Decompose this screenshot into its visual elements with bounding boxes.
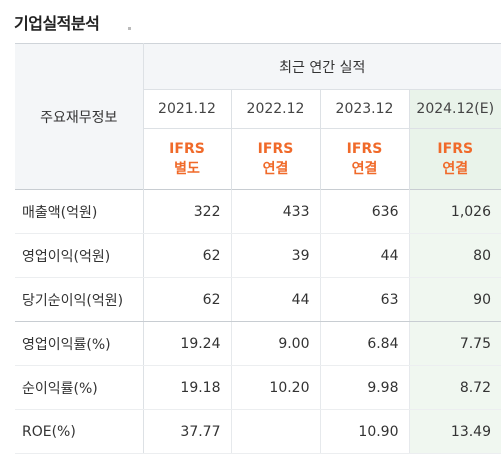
cell-value: 9.98 xyxy=(320,365,410,410)
cell-value: 80 xyxy=(409,233,501,278)
cell-value: 19.18 xyxy=(143,365,232,410)
cell-value: 90 xyxy=(409,277,501,322)
row-label: 당기순이익(억원) xyxy=(15,277,144,322)
cell-value: 433 xyxy=(231,189,321,234)
row-label: 순이익률(%) xyxy=(15,365,144,410)
header-label: 주요재무정보 xyxy=(15,43,144,190)
header-group: 최근 연간 실적 xyxy=(143,43,501,90)
table-row: 영업이익률(%) 19.24 9.00 6.84 7.75 xyxy=(15,321,501,366)
cell-value: 1,026 xyxy=(409,189,501,234)
year-header-estimate: 2024.12(E) xyxy=(409,89,501,129)
page-title: 기업실적분석 xyxy=(14,14,100,33)
cell-value: 63 xyxy=(320,277,410,322)
cell-value: 7.75 xyxy=(409,321,501,366)
table-row: 영업이익(억원) 62 39 44 80 xyxy=(15,233,501,278)
row-label: ROE(%) xyxy=(15,409,144,454)
cell-value: 39 xyxy=(231,233,321,278)
year-header: 2021.12 xyxy=(143,89,232,129)
cell-value: 44 xyxy=(320,233,410,278)
cell-value: 19.24 xyxy=(143,321,232,366)
cell-value: 62 xyxy=(143,233,232,278)
table-row: ROE(%) 37.77 10.90 13.49 xyxy=(15,409,501,454)
table-row: 순이익률(%) 19.18 10.20 9.98 8.72 xyxy=(15,365,501,410)
standard-header: IFRS 연결 xyxy=(320,128,410,190)
cell-value: 13.49 xyxy=(409,409,501,454)
cell-value: 44 xyxy=(231,277,321,322)
row-label: 영업이익률(%) xyxy=(15,321,144,366)
cell-value: 322 xyxy=(143,189,232,234)
standard-header: IFRS 별도 xyxy=(143,128,232,190)
cell-value: 9.00 xyxy=(231,321,321,366)
cell-value xyxy=(231,409,321,454)
standard-header: IFRS 연결 xyxy=(409,128,501,190)
cell-value: 6.84 xyxy=(320,321,410,366)
table-row: 당기순이익(억원) 62 44 63 90 xyxy=(15,277,501,322)
cell-value: 10.20 xyxy=(231,365,321,410)
financial-table: 주요재무정보 최근 연간 실적 2021.12 2022.12 2023.12 … xyxy=(15,43,501,454)
cell-value: 636 xyxy=(320,189,410,234)
cell-value: 37.77 xyxy=(143,409,232,454)
cell-value: 10.90 xyxy=(320,409,410,454)
row-label: 매출액(억원) xyxy=(15,189,144,234)
year-header: 2023.12 xyxy=(320,89,410,129)
cell-value: 8.72 xyxy=(409,365,501,410)
table-row: 매출액(억원) 322 433 636 1,026 xyxy=(15,189,501,234)
title-decoration xyxy=(128,27,131,30)
year-header: 2022.12 xyxy=(231,89,321,129)
cell-value: 62 xyxy=(143,277,232,322)
standard-header: IFRS 연결 xyxy=(231,128,321,190)
row-label: 영업이익(억원) xyxy=(15,233,144,278)
